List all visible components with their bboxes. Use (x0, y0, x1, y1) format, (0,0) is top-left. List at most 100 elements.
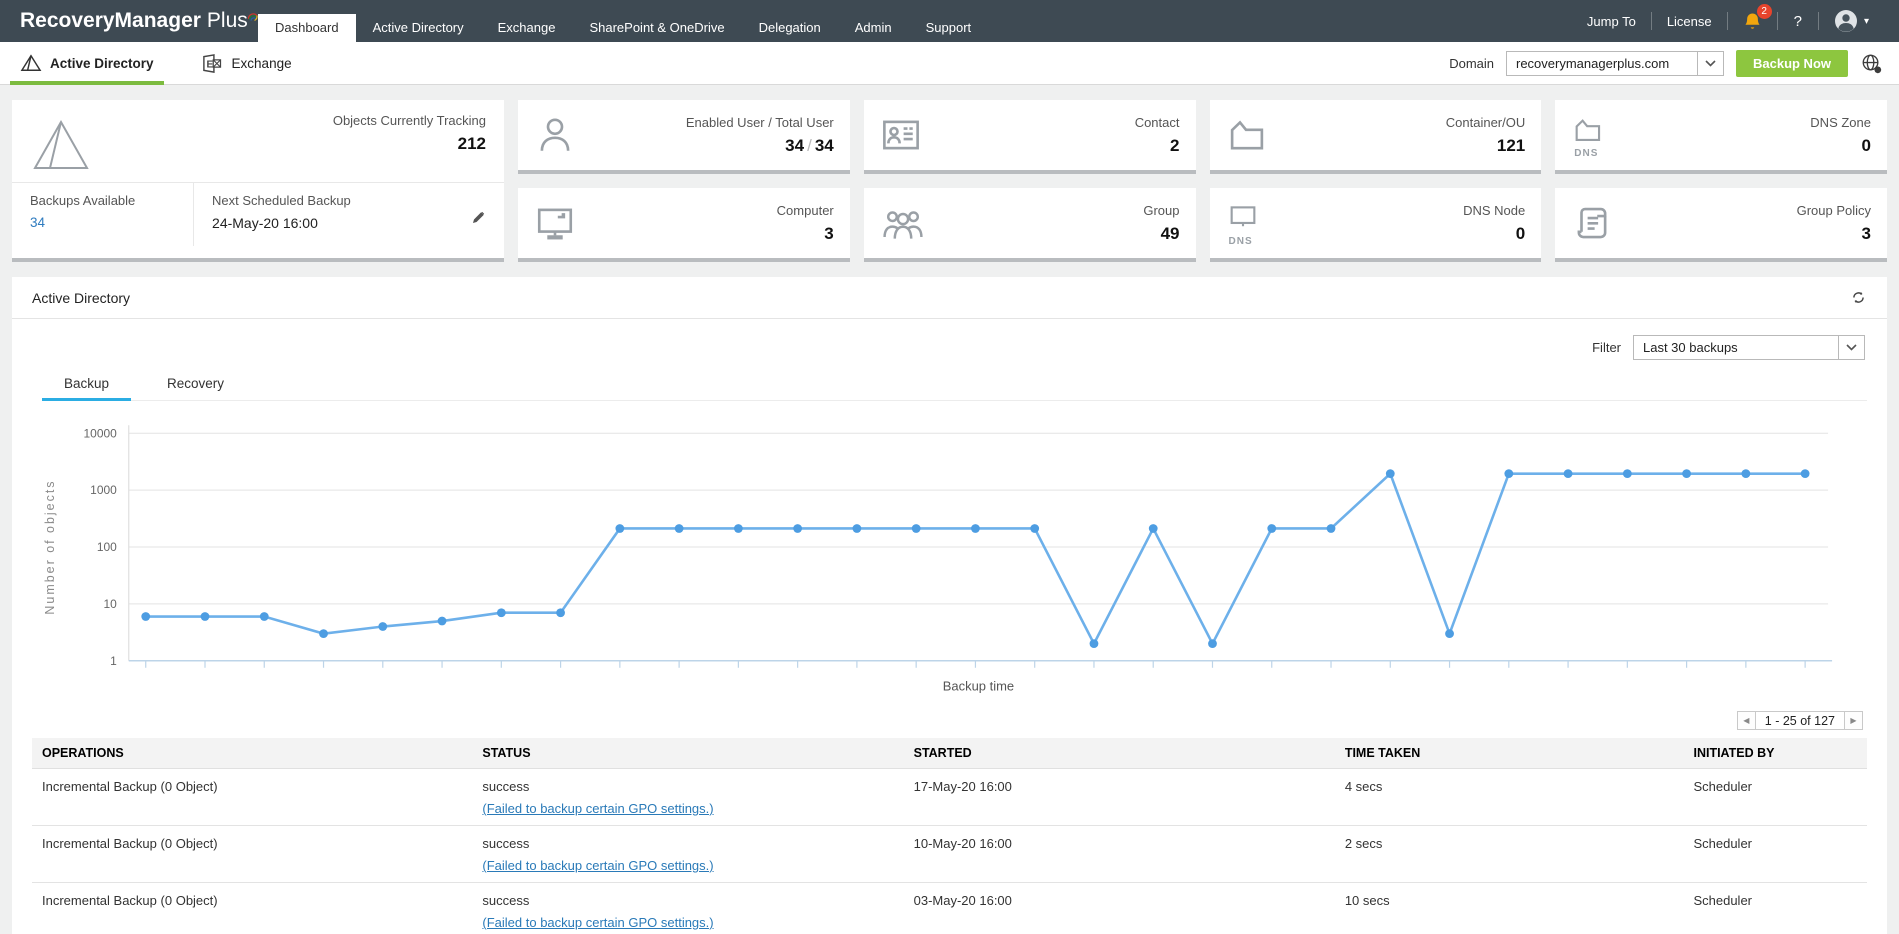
status-text: success (482, 779, 893, 794)
time-taken-cell: 4 secs (1335, 769, 1684, 826)
operations-table: OPERATIONSSTATUSSTARTEDTIME TAKENINITIAT… (12, 734, 1887, 934)
x-axis-label: Backup time (943, 679, 1014, 694)
top-tab-dashboard[interactable]: Dashboard (258, 14, 356, 42)
filter-select[interactable]: Last 30 backups (1633, 335, 1865, 360)
svg-text:1000: 1000 (90, 483, 117, 497)
object-count-cards: Enabled User / Total User34/34Contact2Co… (518, 100, 1887, 262)
started-cell: 17-May-20 16:00 (904, 769, 1335, 826)
chart-tab-recovery[interactable]: Recovery (145, 376, 246, 400)
initiated-by-cell: Scheduler (1683, 769, 1867, 826)
top-tab-delegation[interactable]: Delegation (742, 14, 838, 42)
computer-icon (534, 199, 582, 247)
stat-card-group-policy: Group Policy3 (1555, 188, 1887, 262)
chart-tab-backup[interactable]: Backup (42, 376, 131, 400)
notifications-bell-icon[interactable]: 2 (1728, 11, 1777, 32)
ad-pyramid-icon (30, 117, 92, 182)
stat-card-contact: Contact 2 (864, 100, 1196, 174)
module-tab-label: Active Directory (50, 56, 154, 71)
license-link[interactable]: License (1652, 14, 1727, 29)
svg-text:E: E (206, 59, 213, 70)
stat-card-value: 0 (1810, 136, 1871, 156)
module-tab-exchange[interactable]: E Exchange (196, 42, 296, 85)
status-cell: success(Failed to backup certain GPO set… (472, 883, 903, 934)
help-icon[interactable]: ? (1778, 13, 1818, 30)
status-cell: success (Failed to backup certain GPO set… (472, 826, 903, 883)
column-header-time-taken: TIME TAKEN (1335, 738, 1684, 769)
column-header-status: STATUS (472, 738, 903, 769)
logo-text-accent: Plus (207, 9, 248, 33)
refresh-icon[interactable] (1850, 289, 1867, 306)
backup-chart: 100001000100101Number of objectsBackup t… (12, 401, 1887, 705)
backup-recovery-tabs: Backup Recovery (42, 376, 1867, 401)
operation-name: Incremental Backup (42, 893, 157, 908)
panel-title: Active Directory (32, 290, 130, 306)
backup-now-button[interactable]: Backup Now (1736, 50, 1848, 77)
module-tabs: Active Directory E Exchange (16, 42, 334, 85)
stat-card-label: Group (1143, 203, 1179, 218)
stat-card-value: 0 (1463, 224, 1525, 244)
logo-text-main: RecoveryManager (20, 9, 201, 33)
operation-name: Incremental Backup (42, 836, 157, 851)
user-account-menu[interactable]: ▾ (1819, 8, 1883, 34)
operation-detail: (0 Object) (161, 836, 218, 851)
user-icon (534, 111, 582, 159)
top-tab-admin[interactable]: Admin (838, 14, 909, 42)
stat-card-label: Contact (1135, 115, 1180, 130)
stat-card-value: 121 (1446, 136, 1525, 156)
operation-detail: (0 Object) (161, 779, 218, 794)
stat-card-label: Enabled User / Total User (686, 115, 834, 130)
top-navigation-bar: RecoveryManagerPlus DashboardActive Dire… (0, 0, 1899, 42)
status-note-link[interactable]: (Failed to backup certain GPO settings.) (482, 858, 893, 873)
chevron-down-icon (1838, 336, 1864, 359)
chevron-down-icon (1697, 52, 1723, 75)
table-row: Incremental Backup (0 Object) success (Fai… (32, 826, 1867, 883)
jump-to-link[interactable]: Jump To (1572, 14, 1651, 29)
time-taken-cell: 10 secs (1335, 883, 1684, 934)
operation-cell: Incremental Backup (0 Object) (32, 883, 472, 934)
contact-icon (880, 111, 928, 159)
stat-card-container-ou: Container/OU121 (1210, 100, 1542, 174)
ad-triangle-icon (20, 53, 42, 73)
backups-available-label: Backups Available (30, 193, 193, 208)
operation-cell: Incremental Backup (0 Object) (32, 826, 472, 883)
status-note-link[interactable]: (Failed to backup certain GPO settings.) (482, 801, 893, 816)
top-tab-sharepoint-onedrive[interactable]: SharePoint & OneDrive (572, 14, 741, 42)
module-tab-label: Exchange (232, 56, 292, 71)
operation-detail: (0 Object) (161, 893, 218, 908)
status-note-link[interactable]: (Failed to backup certain GPO settings.) (482, 915, 893, 930)
backups-available-value[interactable]: 34 (30, 215, 193, 230)
column-header-started: STARTED (904, 738, 1335, 769)
topbar-utilities: Jump To License 2 ? ▾ (1572, 0, 1899, 42)
table-row: Incremental Backup (0 Object)success(Fai… (32, 883, 1867, 934)
dns-folder-icon: DNS (1571, 111, 1619, 159)
app-logo: RecoveryManagerPlus (0, 9, 258, 33)
tracking-label: Objects Currently Tracking (333, 113, 486, 128)
pagination: ◀ 1 - 25 of 127 ▶ (12, 705, 1887, 734)
next-scheduled-value: 24-May-20 16:00 (212, 215, 486, 231)
operation-cell: Incremental Backup (0 Object) (32, 769, 472, 826)
dns-node-icon: DNS (1226, 199, 1274, 247)
prev-page-button[interactable]: ◀ (1737, 711, 1756, 730)
status-text: success (482, 836, 893, 851)
line-chart: 100001000100101Number of objectsBackup t… (24, 413, 1865, 705)
domain-controls: Domain recoverymanagerplus.com Backup No… (1449, 50, 1883, 77)
backups-available-cell: Backups Available 34 (12, 183, 194, 246)
top-tab-exchange[interactable]: Exchange (481, 14, 573, 42)
primary-tabs: DashboardActive DirectoryExchangeSharePo… (258, 14, 988, 42)
edit-schedule-pencil-icon[interactable] (471, 210, 486, 230)
module-tab-active-directory[interactable]: Active Directory (16, 42, 158, 85)
top-tab-active-directory[interactable]: Active Directory (356, 14, 481, 42)
stat-card-value: 3 (777, 224, 834, 244)
svg-text:1: 1 (110, 654, 117, 668)
tracking-value: 212 (333, 134, 486, 154)
top-tab-support[interactable]: Support (909, 14, 989, 42)
initiated-by-cell: Scheduler (1683, 883, 1867, 934)
domain-settings-globe-icon[interactable] (1860, 52, 1883, 75)
operation-name: Incremental Backup (42, 779, 157, 794)
next-page-button[interactable]: ▶ (1844, 711, 1863, 730)
notification-count-badge: 2 (1757, 4, 1772, 19)
stat-card-value: 3 (1797, 224, 1871, 244)
domain-select[interactable]: recoverymanagerplus.com (1506, 51, 1724, 76)
group-icon (880, 199, 928, 247)
stat-card-value: 2 (1135, 136, 1180, 156)
